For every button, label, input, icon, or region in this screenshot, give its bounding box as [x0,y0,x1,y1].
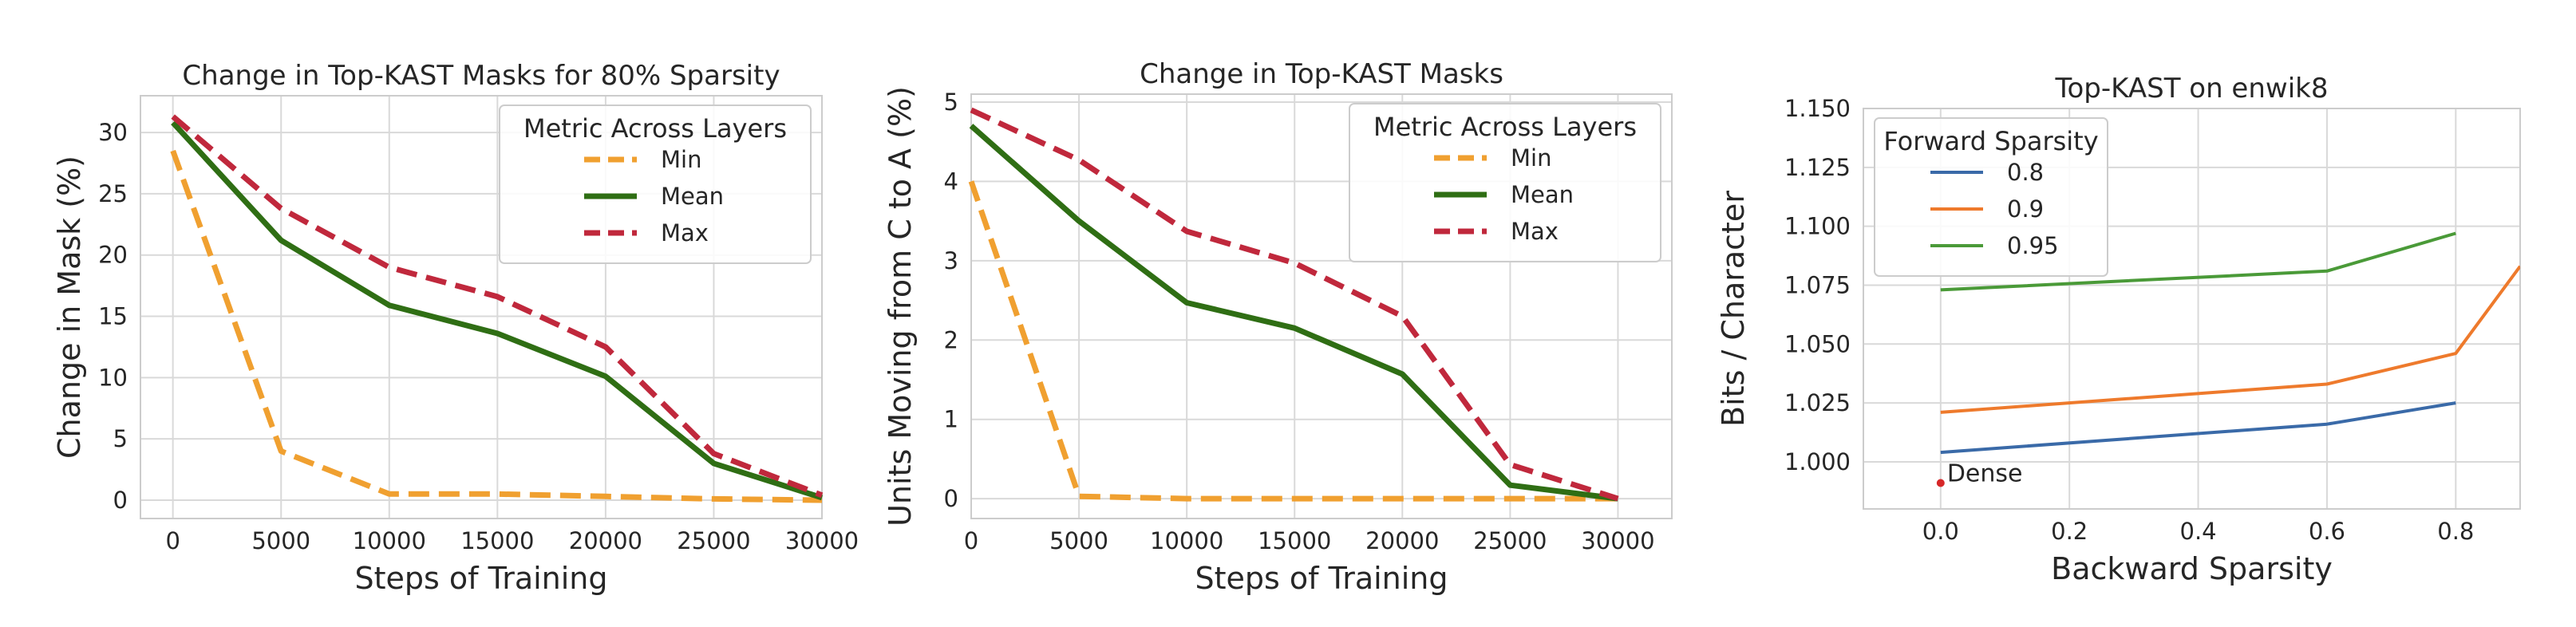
legend-box [1874,117,2108,277]
legend-label: Mean [661,183,724,210]
legend-label: 0.95 [2007,232,2059,259]
legend-label: Max [1511,218,1559,245]
y-tick-label: 1.025 [1784,389,1851,416]
legend-label: Min [661,146,701,173]
series-line-0-9 [1940,265,2520,414]
x-axis-label: Steps of Training [1195,561,1448,596]
x-tick-label: 0.2 [2051,518,2088,545]
legend-title: Forward Sparsity [1883,126,2098,156]
x-tick-label: 0.8 [2437,518,2474,545]
legend-label: Min [1511,144,1551,172]
x-tick-label: 25000 [677,527,750,554]
x-tick-label: 10000 [353,527,426,554]
chart-1: 0 5000 10000 15000 20000 25000 30000 0 5 10 15 20 25… [52,60,859,596]
y-tick-label: 5 [944,89,958,116]
y-tick-label: 10 [98,364,128,391]
x-tick-label: 10000 [1150,527,1223,554]
chart-title: Top-KAST on enwik8 [2055,73,2329,104]
chart-2: 0 5000 10000 15000 20000 25000 30000 0 1 2 3 4 5 Chan… [883,58,1673,596]
legend-title: Metric Across Layers [523,113,787,144]
legend: Forward Sparsity 0.8 0.9 0.95 [1874,117,2108,277]
legend-label: Max [661,219,709,246]
legend-box [499,104,812,264]
chart-title: Change in Top-KAST Masks [1140,58,1503,90]
chart-3: 0.0 0.2 0.4 0.6 0.8 1.000 1.025 1.050 1.075 1.100… [1716,73,2521,586]
y-tick-label: 1.125 [1784,154,1851,181]
x-tick-label: 5000 [251,527,310,554]
legend-box [1349,103,1661,262]
series-line-mean [969,124,1618,502]
y-tick-label: 15 [98,303,128,330]
series-line-min [170,149,823,503]
y-tick-label: 4 [944,168,958,195]
x-tick-label: 0.6 [2309,518,2345,545]
x-axis-label: Backward Sparsity [2051,551,2333,586]
legend-label: 0.8 [2007,159,2044,186]
y-axis-label: Bits / Character [1716,191,1751,427]
x-tick-label: 15000 [460,527,534,554]
x-tick-label: 20000 [569,527,642,554]
x-tick-label: 15000 [1258,527,1331,554]
dense-label: Dense [1947,460,2023,488]
y-axis-label: Units Moving from C to A (%) [883,86,918,526]
y-tick-label: 3 [944,247,958,274]
chart-title: Change in Top-KAST Masks for 80% Sparsit… [182,60,780,92]
series-line-0-8 [1940,401,2456,455]
x-tick-label: 0.4 [2180,518,2217,545]
y-tick-label: 1.100 [1784,213,1851,240]
y-tick-label: 2 [944,326,958,353]
x-tick-label: 0 [964,527,978,554]
x-tick-label: 0.0 [1922,518,1959,545]
y-tick-label: 1.075 [1784,271,1851,298]
y-tick-label: 30 [98,119,128,146]
y-tick-label: 0 [113,487,128,514]
y-tick-label: 1.000 [1784,448,1851,475]
series-line-0-95 [1940,231,2456,292]
y-tick-label: 0 [944,485,958,512]
x-tick-label: 20000 [1365,527,1439,554]
y-tick-label: 20 [98,242,128,269]
y-tick-label: 1 [944,406,958,433]
x-tick-label: 30000 [1581,527,1654,554]
x-tick-label: 30000 [785,527,859,554]
plot-frame [1863,108,2521,510]
plot-frame [970,93,1673,519]
y-tick-label: 25 [98,180,128,207]
legend-label: Mean [1511,181,1574,208]
y-tick-label: 5 [113,425,128,452]
series-line-min [968,180,1618,502]
y-tick-label: 1.050 [1784,330,1851,357]
series-line-mean [171,120,824,501]
legend-label: 0.9 [2007,195,2044,223]
x-axis-label: Steps of Training [354,561,607,596]
series-line-max [171,114,824,499]
y-tick-label: 1.150 [1784,95,1851,122]
dense-point [1936,479,1945,487]
legend-title: Metric Across Layers [1373,112,1637,142]
plot-frame [140,95,823,519]
y-axis-label: Change in Mask (%) [52,156,87,459]
x-tick-label: 25000 [1473,527,1547,554]
x-tick-label: 5000 [1049,527,1108,554]
x-tick-label: 0 [165,527,180,554]
